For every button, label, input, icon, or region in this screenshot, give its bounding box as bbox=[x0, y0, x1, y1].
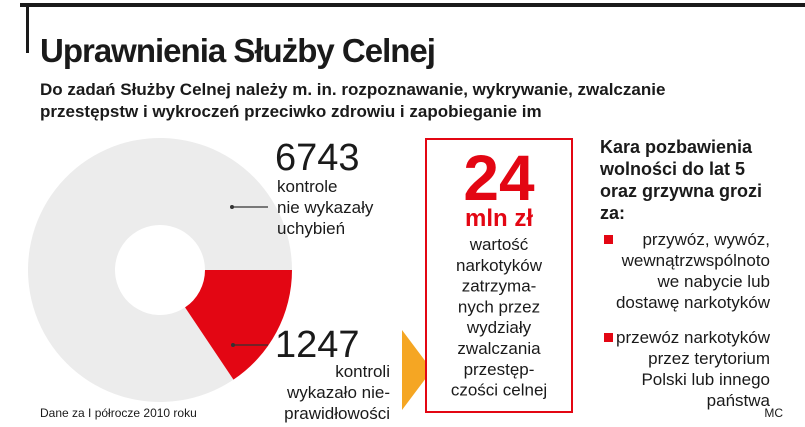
highlight-text: zatrzyma- bbox=[462, 277, 537, 296]
highlight-box bbox=[425, 138, 573, 413]
value-label: 6743 bbox=[275, 137, 360, 179]
highlight-text: narkotyków bbox=[456, 256, 543, 275]
highlight-text: zwalczania bbox=[457, 339, 541, 358]
arrow bbox=[402, 330, 432, 410]
slice-label: wykazało nie- bbox=[286, 383, 390, 402]
penalty-item: państwa bbox=[707, 391, 771, 410]
title: Uprawnienia Służby Celnej bbox=[40, 32, 435, 69]
penalty-item: dostawę narkotyków bbox=[616, 293, 771, 312]
slice-label: uchybień bbox=[277, 219, 345, 238]
penalty-heading: wolności do lat 5 bbox=[599, 159, 745, 179]
source: Dane za I półrocze 2010 roku bbox=[40, 406, 197, 420]
value-label: 1247 bbox=[275, 324, 360, 366]
slice bbox=[28, 137, 293, 402]
leader-dot bbox=[231, 343, 235, 347]
bullet bbox=[604, 235, 613, 244]
slice bbox=[185, 270, 292, 380]
penalty-item: wewnątrzwspólnoto bbox=[621, 251, 770, 270]
side-rule bbox=[26, 3, 29, 53]
slice-label: kontroli bbox=[335, 362, 390, 381]
subtitle: przestępstw i wykroczeń przeciwko zdrowi… bbox=[40, 102, 542, 121]
penalty-item: przywóz, wywóz, bbox=[642, 230, 770, 249]
penalty-item: przez terytorium bbox=[648, 349, 770, 368]
penalty-heading: Kara pozbawienia bbox=[600, 137, 753, 157]
penalty-item: we nabycie lub bbox=[657, 272, 770, 291]
penalty-item: Polski lub innego bbox=[641, 370, 770, 389]
slice-label: prawidłowości bbox=[284, 404, 390, 423]
highlight-value: 24 bbox=[463, 142, 535, 214]
highlight-text: wartość bbox=[469, 235, 529, 254]
slice-label: nie wykazały bbox=[277, 198, 374, 217]
slice-label: kontrole bbox=[277, 177, 337, 196]
subtitle: Do zadań Służby Celnej należy m. in. roz… bbox=[40, 80, 665, 99]
penalty-item: przewóz narkotyków bbox=[616, 328, 771, 347]
highlight-text: czości celnej bbox=[451, 381, 547, 400]
penalty-heading: za: bbox=[600, 203, 625, 223]
highlight-text: nych przez bbox=[458, 297, 540, 316]
highlight-text: przestęp- bbox=[464, 360, 535, 379]
bullet bbox=[604, 333, 613, 342]
highlight-unit: mln zł bbox=[465, 205, 533, 232]
leader-dot bbox=[230, 205, 234, 209]
credit: MC bbox=[764, 406, 783, 420]
donut bbox=[28, 137, 293, 402]
top-rule bbox=[20, 3, 805, 7]
penalty-heading: oraz grzywna grozi bbox=[600, 181, 762, 201]
highlight-text: wydziały bbox=[466, 318, 532, 337]
